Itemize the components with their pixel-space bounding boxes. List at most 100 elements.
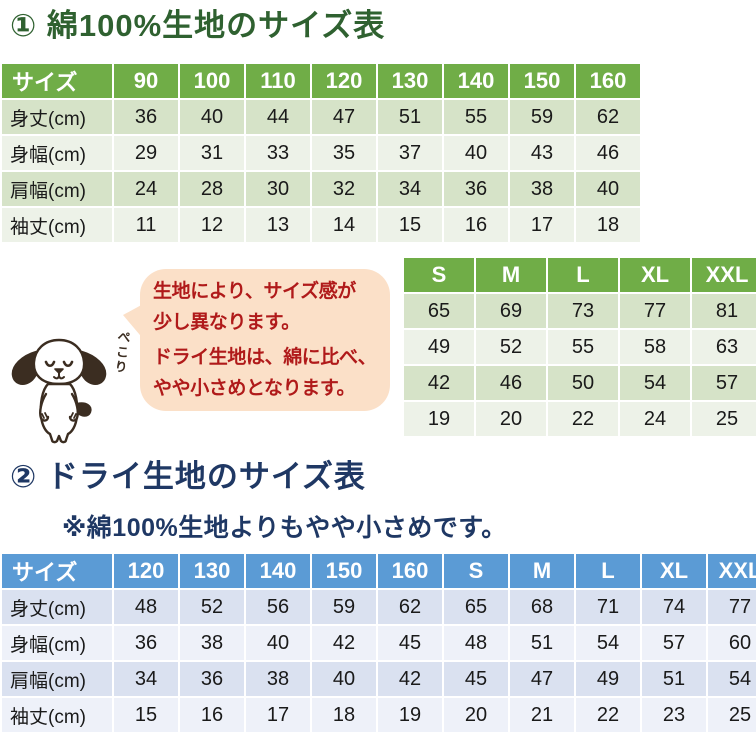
table-cell: 19: [404, 402, 474, 436]
row-label: 身幅(cm): [2, 626, 112, 660]
column-header-90: 90: [114, 64, 178, 98]
column-header-140: 140: [246, 554, 310, 588]
table-cell: 59: [510, 100, 574, 134]
column-header-size: サイズ: [2, 64, 112, 98]
column-header-xl: XL: [642, 554, 706, 588]
table-cell: 54: [708, 662, 756, 696]
table-cell: 69: [476, 294, 546, 328]
column-header-s: S: [444, 554, 508, 588]
table-cell: 11: [114, 208, 178, 242]
column-header-xxl: XXL: [708, 554, 756, 588]
table-cell: 37: [378, 136, 442, 170]
table-cell: 65: [404, 294, 474, 328]
notice-line-1: 生地により、サイズ感が: [153, 281, 356, 302]
table-cell: 32: [312, 172, 376, 206]
table-cell: 40: [246, 626, 310, 660]
table-cell: 65: [444, 590, 508, 624]
table-cell: 36: [114, 100, 178, 134]
page-title-dry: ② ドライ生地のサイズ表: [10, 459, 366, 494]
row-label: 肩幅(cm): [2, 172, 112, 206]
table-cell: 48: [444, 626, 508, 660]
table-cell: 38: [510, 172, 574, 206]
row-label: 肩幅(cm): [2, 662, 112, 696]
table-cell: 48: [114, 590, 178, 624]
table-row: 袖丈(cm) 15 16 17 18 19 20 21 22 23 25: [2, 698, 756, 732]
table-cell: 77: [620, 294, 690, 328]
notice-line-2: 少し異なります。: [153, 312, 300, 333]
table-cell: 62: [378, 590, 442, 624]
table-cell: 18: [312, 698, 376, 732]
cotton-size-table: サイズ 90 100 110 120 130 140 150 160 身丈(cm…: [0, 62, 642, 244]
table-cell: 30: [246, 172, 310, 206]
column-header-m: M: [510, 554, 574, 588]
column-header-l: L: [548, 258, 618, 292]
column-header-110: 110: [246, 64, 310, 98]
table-cell: 46: [576, 136, 640, 170]
table-cell: 55: [548, 330, 618, 364]
table-row: 19 20 22 24 25: [404, 402, 756, 436]
table-cell: 40: [444, 136, 508, 170]
table-cell: 24: [114, 172, 178, 206]
table-cell: 43: [510, 136, 574, 170]
row-label: 身丈(cm): [2, 100, 112, 134]
table-cell: 25: [692, 402, 756, 436]
table-cell: 44: [246, 100, 310, 134]
cotton-adult-size-table: S M L XL XXL 65 69 73 77 81 49 52 55 58 …: [402, 256, 756, 438]
table-cell: 71: [576, 590, 640, 624]
table-cell: 60: [708, 626, 756, 660]
column-header-160: 160: [378, 554, 442, 588]
table-cell: 42: [404, 366, 474, 400]
table-cell: 52: [180, 590, 244, 624]
table-cell: 29: [114, 136, 178, 170]
table-cell: 13: [246, 208, 310, 242]
table-cell: 23: [642, 698, 706, 732]
table-cell: 31: [180, 136, 244, 170]
table-cell: 24: [620, 402, 690, 436]
table-cell: 54: [576, 626, 640, 660]
table-row: 肩幅(cm) 24 28 30 32 34 36 38 40: [2, 172, 640, 206]
table-cell: 34: [378, 172, 442, 206]
table-cell: 68: [510, 590, 574, 624]
table-cell: 16: [444, 208, 508, 242]
table-cell: 45: [444, 662, 508, 696]
table-cell: 17: [510, 208, 574, 242]
table-cell: 47: [510, 662, 574, 696]
column-header-130: 130: [378, 64, 442, 98]
table-cell: 36: [114, 626, 178, 660]
table-header-row: サイズ 90 100 110 120 130 140 150 160: [2, 64, 640, 98]
column-header-130: 130: [180, 554, 244, 588]
table-cell: 40: [576, 172, 640, 206]
row-label: 身丈(cm): [2, 590, 112, 624]
column-header-s: S: [404, 258, 474, 292]
row-label: 身幅(cm): [2, 136, 112, 170]
table-cell: 73: [548, 294, 618, 328]
column-header-m: M: [476, 258, 546, 292]
notice-line-3: ドライ生地は、綿に比べ、: [153, 347, 377, 368]
dry-size-table: サイズ 120 130 140 150 160 S M L XL XXL 身丈(…: [0, 552, 756, 734]
table-cell: 22: [548, 402, 618, 436]
table-row: 49 52 55 58 63: [404, 330, 756, 364]
table-cell: 19: [378, 698, 442, 732]
table-cell: 46: [476, 366, 546, 400]
table-cell: 52: [476, 330, 546, 364]
table-cell: 49: [576, 662, 640, 696]
table-cell: 20: [444, 698, 508, 732]
column-header-120: 120: [312, 64, 376, 98]
table-cell: 62: [576, 100, 640, 134]
table-cell: 15: [378, 208, 442, 242]
speech-bubble-tail: [123, 303, 145, 341]
table-row: 身幅(cm) 36 38 40 42 45 48 51 54 57 60: [2, 626, 756, 660]
table-cell: 57: [692, 366, 756, 400]
bowing-dog-icon: [11, 338, 107, 444]
table-cell: 36: [444, 172, 508, 206]
column-header-160: 160: [576, 64, 640, 98]
table-cell: 38: [246, 662, 310, 696]
table-cell: 47: [312, 100, 376, 134]
table-cell: 35: [312, 136, 376, 170]
table-cell: 51: [642, 662, 706, 696]
table-cell: 22: [576, 698, 640, 732]
table-cell: 45: [378, 626, 442, 660]
notice-speech-bubble: 生地により、サイズ感が 少し異なります。 ドライ生地は、綿に比べ、 やや小さめと…: [123, 269, 390, 411]
table-cell: 21: [510, 698, 574, 732]
table-cell: 15: [114, 698, 178, 732]
